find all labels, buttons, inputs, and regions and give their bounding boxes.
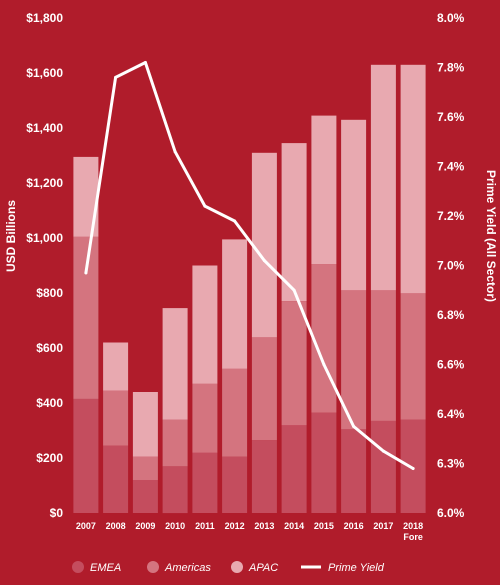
prime-yield-point-2018 xyxy=(411,467,415,470)
bar-apac-2018 xyxy=(400,64,426,294)
bar-apac-2012 xyxy=(222,239,248,369)
y2-tick-label: 7.0% xyxy=(437,259,465,273)
legend: EMEA Americas APAC Prime Yield xyxy=(72,561,385,574)
bar-emea-2009 xyxy=(132,480,158,513)
x-tick-label: 2013 xyxy=(254,521,274,531)
y2-tick-label: 7.8% xyxy=(437,61,465,75)
y2-tick-label: 8.0% xyxy=(437,11,465,25)
y2-tick-label: 6.0% xyxy=(437,506,465,520)
prime-yield-point-2014 xyxy=(292,288,296,292)
bar-apac-2015 xyxy=(311,115,337,265)
bar-americas-2018 xyxy=(400,293,426,420)
legend-label-americas: Americas xyxy=(164,562,211,574)
bar-emea-2010 xyxy=(162,466,188,514)
y-tick-label: $1,800 xyxy=(26,11,63,25)
bar-apac-2016 xyxy=(341,119,367,291)
x-tick-label: 2012 xyxy=(225,521,245,531)
x-axis-ticks: 2007 2008 2009 2010 2011 2012 2013 2014 2015 2016… xyxy=(76,521,423,542)
x-tick-label: 2018 xyxy=(403,521,423,531)
bar-americas-2008 xyxy=(103,390,129,446)
bar-apac-2008 xyxy=(103,342,129,391)
bar-americas-2017 xyxy=(370,290,396,421)
x-tick-label: 2016 xyxy=(344,521,364,531)
legend-swatch-emea xyxy=(72,561,84,573)
prime-yield-point-2007 xyxy=(84,271,88,275)
y-tick-label: $600 xyxy=(36,341,63,355)
y2-axis-title: Prime Yield (All Sector) xyxy=(484,170,498,302)
y-tick-label: $1,400 xyxy=(26,121,63,135)
prime-yield-point-2008 xyxy=(114,75,118,79)
y-tick-label: $400 xyxy=(36,396,63,410)
bar-emea-2011 xyxy=(192,452,218,513)
bar-emea-2012 xyxy=(222,456,248,513)
prime-yield-point-2017 xyxy=(381,449,385,453)
y-tick-label: $1,000 xyxy=(26,231,63,245)
bar-apac-2011 xyxy=(192,265,218,384)
y-tick-label: $800 xyxy=(36,286,63,300)
prime-yield-point-2013 xyxy=(262,259,266,263)
y-tick-label: $0 xyxy=(50,506,64,520)
right-axis-ticks: 6.0% 6.3% 6.4% 6.6% 6.8% 7.0% 7.2% 7.4% 7.6% 7.8%… xyxy=(437,11,465,520)
y2-tick-label: 6.4% xyxy=(437,407,465,421)
bar-apac-2014 xyxy=(281,143,307,302)
prime-yield-point-2016 xyxy=(352,424,356,428)
bar-emea-2017 xyxy=(370,420,396,513)
x-tick-label: 2008 xyxy=(106,521,126,531)
x-tick-label: 2011 xyxy=(195,521,215,531)
x-tick-sublabel: Fore xyxy=(403,532,423,542)
bars-layer xyxy=(73,64,426,514)
bar-emea-2018 xyxy=(400,419,426,513)
y2-tick-label: 6.6% xyxy=(437,358,465,372)
y2-tick-label: 7.4% xyxy=(437,160,465,174)
bar-americas-2014 xyxy=(281,301,307,426)
left-axis-ticks: $0 $200 $400 $600 $800 $1,000 $1,200 $1,400 $1,6… xyxy=(26,11,63,520)
prime-yield-line xyxy=(84,61,415,470)
bar-apac-2009 xyxy=(132,392,158,457)
x-tick-label: 2017 xyxy=(373,521,393,531)
bar-emea-2015 xyxy=(311,412,337,513)
bar-emea-2008 xyxy=(103,445,129,513)
bar-apac-2010 xyxy=(162,308,188,420)
y-tick-label: $1,600 xyxy=(26,66,63,80)
bar-emea-2013 xyxy=(251,440,277,513)
bar-apac-2013 xyxy=(251,152,277,338)
bar-americas-2011 xyxy=(192,383,218,453)
y2-tick-label: 7.2% xyxy=(437,209,465,223)
x-tick-label: 2014 xyxy=(284,521,304,531)
y-tick-label: $200 xyxy=(36,451,63,465)
bar-americas-2012 xyxy=(222,368,248,457)
legend-swatch-americas xyxy=(147,561,159,573)
bar-emea-2007 xyxy=(73,398,99,513)
legend-label-apac: APAC xyxy=(248,562,278,574)
bar-emea-2014 xyxy=(281,425,307,513)
prime-yield-point-2010 xyxy=(173,150,177,154)
legend-label-prime-yield: Prime Yield xyxy=(328,562,385,574)
bar-americas-2013 xyxy=(251,337,277,441)
legend-swatch-apac xyxy=(231,561,243,573)
x-tick-label: 2010 xyxy=(165,521,185,531)
prime-yield-point-2011 xyxy=(203,204,207,208)
bar-apac-2017 xyxy=(370,64,396,291)
bar-americas-2009 xyxy=(132,456,158,480)
bar-emea-2016 xyxy=(341,429,367,513)
prime-yield-line-layer xyxy=(84,61,415,470)
y2-tick-label: 7.6% xyxy=(437,110,465,124)
y-axis-title: USD Billions xyxy=(4,200,18,272)
y2-tick-label: 6.8% xyxy=(437,308,465,322)
prime-yield-point-2015 xyxy=(322,363,326,366)
x-tick-label: 2007 xyxy=(76,521,96,531)
x-tick-label: 2015 xyxy=(314,521,334,531)
y-tick-label: $1,200 xyxy=(26,176,63,190)
bar-americas-2007 xyxy=(73,236,99,399)
prime-yield-point-2009 xyxy=(143,61,147,64)
legend-label-emea: EMEA xyxy=(90,562,121,574)
y2-tick-label: 6.3% xyxy=(437,457,465,471)
bar-americas-2010 xyxy=(162,419,188,467)
bar-americas-2015 xyxy=(311,264,337,413)
x-tick-label: 2009 xyxy=(135,521,155,531)
prime-yield-point-2012 xyxy=(233,219,237,223)
